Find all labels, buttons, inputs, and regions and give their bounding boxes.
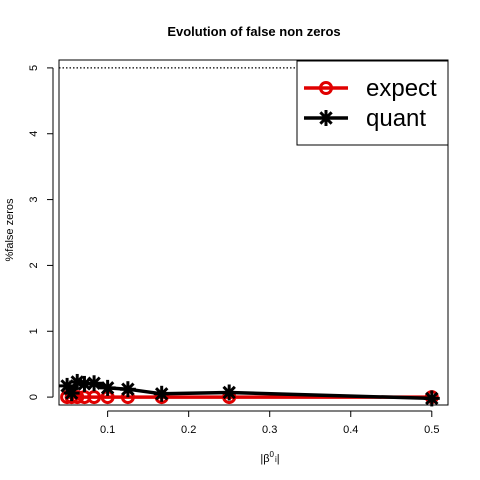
x-tick-label: 0.1 bbox=[100, 424, 115, 436]
y-tick-label: 4 bbox=[28, 131, 40, 137]
legend-star-glyph bbox=[318, 110, 334, 126]
series-quant-point bbox=[86, 375, 103, 392]
y-tick-label: 1 bbox=[28, 328, 40, 334]
y-tick-label: 0 bbox=[28, 394, 40, 400]
series-quant-point bbox=[63, 385, 80, 402]
series-quant-point bbox=[423, 390, 440, 407]
x-tick-label: 0.3 bbox=[262, 424, 277, 436]
series-expect-point bbox=[87, 390, 102, 405]
legend-quant-label: quant bbox=[366, 105, 426, 132]
x-tick-label: 0.4 bbox=[343, 424, 358, 436]
series-quant-line bbox=[65, 380, 432, 401]
y-axis-title: %false zeros bbox=[4, 198, 16, 261]
series-quant-point bbox=[119, 381, 136, 398]
legend-quant-marker bbox=[318, 110, 334, 126]
series-quant-point bbox=[153, 385, 170, 402]
plot-area: 0.1 0.2 0.3 0.4 0.5 0 1 2 3 4 5 bbox=[28, 59, 449, 436]
chart-title: Evolution of false non zeros bbox=[167, 24, 340, 39]
legend-expect-marker bbox=[319, 81, 333, 95]
y-tick-label: 2 bbox=[28, 262, 40, 268]
x-axis-title: |β0i| bbox=[260, 450, 279, 465]
series-quant-point bbox=[221, 384, 238, 401]
x-tick-label: 0.5 bbox=[424, 424, 439, 436]
y-tick-label: 3 bbox=[28, 197, 40, 203]
legend-expect-label: expect bbox=[366, 75, 437, 102]
plot-frame bbox=[58, 59, 449, 406]
series-quant-point bbox=[99, 379, 116, 396]
y-tick-label: 5 bbox=[28, 65, 40, 71]
legend: expect quant bbox=[296, 60, 449, 146]
x-tick-label: 0.2 bbox=[181, 424, 196, 436]
legend-box bbox=[296, 60, 449, 146]
